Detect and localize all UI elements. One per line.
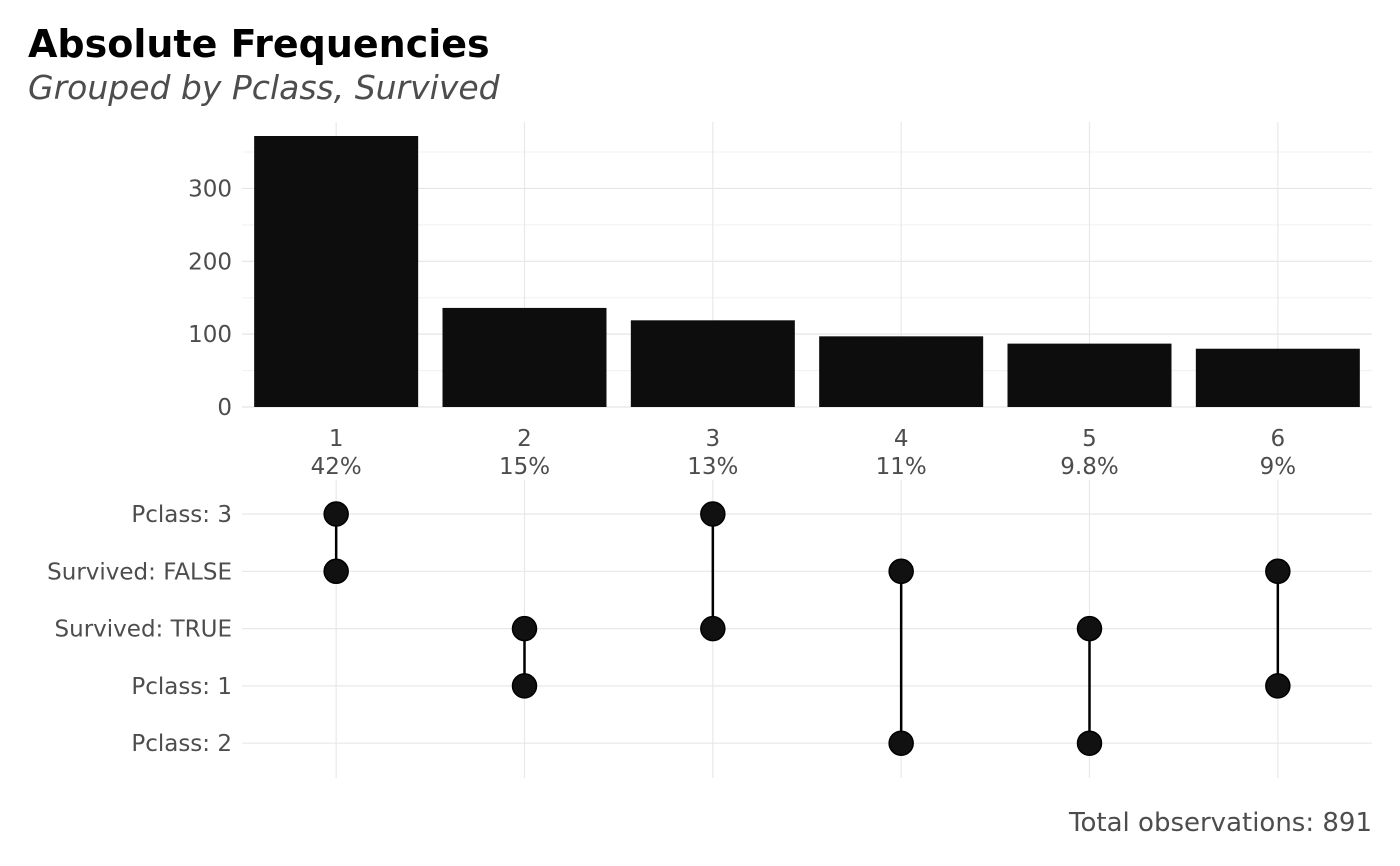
x-tick-label: 3 <box>706 426 721 452</box>
matrix-dot <box>888 558 914 585</box>
y-tick-label: 200 <box>188 249 232 275</box>
matrix-dot <box>1076 730 1103 756</box>
x-axis-labels: 142% 215% 313% 411% 59.8% 69% <box>311 426 1296 480</box>
bar-6 <box>1195 348 1360 407</box>
matrix-dot <box>1265 673 1291 699</box>
total-observations-caption: Total observations: 891 <box>1069 808 1372 838</box>
percent-label: 9.8% <box>1060 454 1118 480</box>
bar-3 <box>630 320 795 407</box>
y-tick-label: 0 <box>217 395 232 421</box>
percent-label: 9% <box>1260 454 1297 480</box>
x-tick-label: 1 <box>329 426 344 452</box>
x-tick-label: 2 <box>517 426 532 452</box>
x-tick-label: 5 <box>1082 426 1097 452</box>
y-tick-label: 100 <box>188 322 232 348</box>
matrix-dot <box>888 730 914 756</box>
matrix-dot <box>511 615 538 642</box>
matrix-dot <box>1265 558 1291 585</box>
matrix-dot <box>1076 615 1103 642</box>
matrix-row-label: Survived: FALSE <box>47 559 232 585</box>
x-tick-label: 6 <box>1271 426 1286 452</box>
matrix-dot <box>323 501 349 527</box>
matrix-dot <box>323 558 349 585</box>
matrix-dot <box>511 673 538 699</box>
set-matrix: Pclass: 3 Survived: FALSE Survived: TRUE Pc… <box>47 480 1372 778</box>
y-tick-label: 300 <box>188 176 232 202</box>
y-axis-ticks: 0 100 200 300 <box>188 176 232 421</box>
matrix-row-label: Pclass: 2 <box>131 731 232 757</box>
bar-4 <box>819 336 984 407</box>
matrix-dot <box>700 615 726 642</box>
percent-label: 13% <box>687 454 738 480</box>
matrix-row-label: Pclass: 3 <box>131 502 232 528</box>
matrix-row-label: Survived: TRUE <box>55 617 232 643</box>
chart-title: Absolute Frequencies <box>28 22 490 66</box>
chart-subtitle: Grouped by Pclass, Survived <box>28 68 500 107</box>
bar-1 <box>254 136 419 407</box>
matrix-row-label: Pclass: 1 <box>131 674 232 700</box>
grid-layer <box>242 122 1372 408</box>
percent-label: 15% <box>499 454 550 480</box>
x-tick-label: 4 <box>894 426 909 452</box>
bar-2 <box>442 307 607 407</box>
percent-label: 11% <box>876 454 927 480</box>
bars-layer <box>254 136 1360 407</box>
percent-label: 42% <box>311 454 362 480</box>
bar-5 <box>1007 343 1172 407</box>
matrix-dot <box>700 501 726 527</box>
